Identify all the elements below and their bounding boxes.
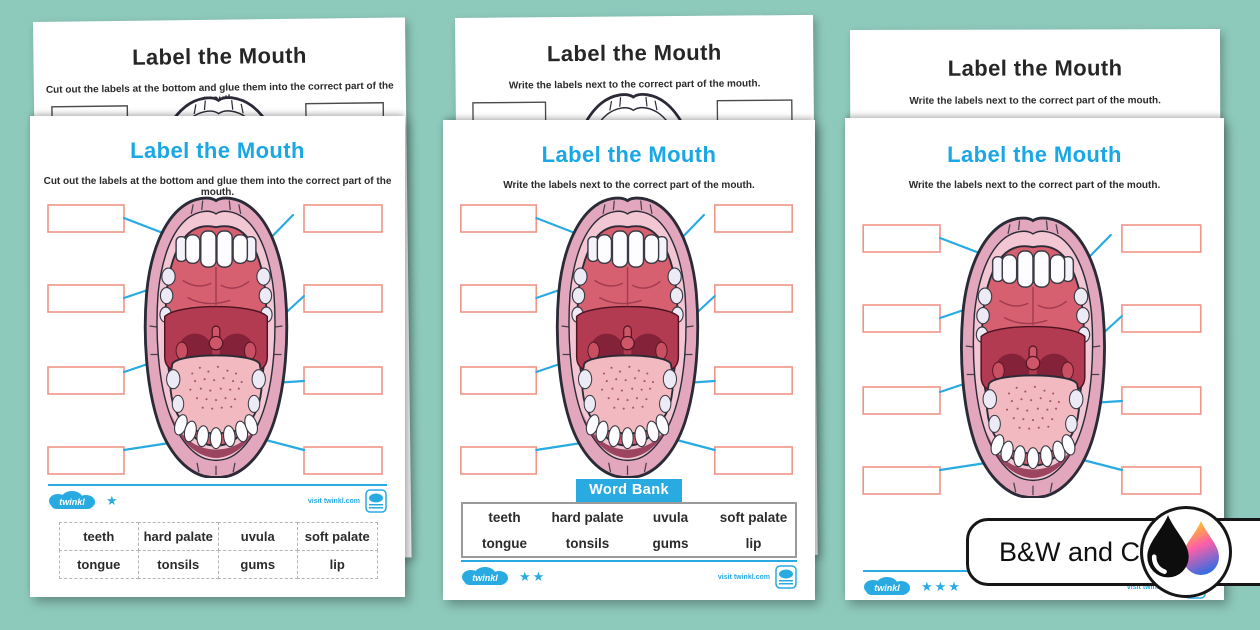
- ink-drop-icon: [1147, 515, 1219, 578]
- cut-out-label: teeth: [58, 521, 139, 551]
- twinkl-logo: twinkl: [864, 577, 910, 595]
- visit-link-text: visit twinkl.com: [307, 497, 360, 505]
- cut-out-label: hard palate: [138, 521, 219, 551]
- cut-out-label: uvula: [217, 521, 298, 551]
- word-bank-word: tonsils: [565, 535, 610, 551]
- page-instruction: Write the labels next to the correct par…: [909, 95, 1161, 107]
- word-bank-word: gums: [652, 535, 689, 551]
- word-bank-box: teeth hard palate uvula soft palate tong…: [461, 502, 797, 558]
- visit-link-text: visit twinkl.com: [1126, 583, 1179, 591]
- twinkl-quality-badge-icon: [365, 489, 387, 513]
- word-bank-word: uvula: [652, 509, 689, 525]
- worksheet-1-front-page: Label the Mouth Cut out the labels at th…: [30, 116, 405, 597]
- page-title: Label the Mouth: [131, 42, 307, 70]
- ink-drop-circle: [1140, 506, 1232, 598]
- difficulty-stars: ★★★: [921, 579, 962, 594]
- page-title: Label the Mouth: [947, 142, 1122, 167]
- twinkl-logo-text: twinkl: [472, 573, 498, 583]
- word-bank-header: Word Bank: [576, 479, 682, 502]
- word-bank-word: tongue: [482, 535, 527, 551]
- mouth-diagram-color: [443, 191, 815, 478]
- page-title: Label the Mouth: [541, 142, 717, 167]
- cut-out-label: tongue: [58, 549, 139, 579]
- difficulty-stars: ★★: [519, 569, 547, 584]
- page-footer: twinkl ★ visit twinkl.com: [48, 489, 387, 513]
- visit-link-text: visit twinkl.com: [717, 573, 770, 581]
- mouth-diagram-color: [30, 191, 405, 478]
- cut-out-labels-grid: teeth hard palate uvula soft palate tong…: [58, 521, 378, 579]
- page-title: Label the Mouth: [546, 39, 722, 67]
- worksheet-2-front-page: Label the Mouth Write the labels next to…: [443, 120, 815, 600]
- footer-divider: [461, 560, 797, 562]
- page-footer: twinkl ★★★ visit twinkl.com: [863, 575, 1206, 599]
- cut-out-label: soft palate: [297, 521, 378, 551]
- twinkl-logo-text: twinkl: [874, 583, 900, 593]
- twinkl-quality-badge-icon: [775, 565, 797, 589]
- twinkl-logo-text: twinkl: [59, 497, 85, 507]
- page-title: Label the Mouth: [947, 55, 1123, 81]
- page-title: Label the Mouth: [130, 138, 305, 163]
- twinkl-logo: twinkl: [49, 491, 95, 509]
- page-instruction: Write the labels next to the correct par…: [503, 180, 755, 191]
- word-bank-word: teeth: [488, 509, 521, 525]
- cut-out-label: lip: [297, 549, 378, 579]
- page-instruction: Write the labels next to the correct par…: [908, 180, 1161, 191]
- difficulty-stars: ★: [106, 493, 120, 508]
- word-bank-word: hard palate: [551, 509, 624, 525]
- mouth-diagram-color: [845, 211, 1224, 498]
- twinkl-logo: twinkl: [462, 567, 508, 585]
- word-bank-word: lip: [745, 535, 762, 551]
- word-bank-word: soft palate: [719, 509, 788, 525]
- page-instruction: Cut out the labels at the bottom and glu…: [43, 176, 392, 198]
- cut-out-label: tonsils: [138, 549, 219, 579]
- footer-divider: [48, 484, 387, 486]
- cut-out-label: gums: [217, 549, 298, 579]
- page-footer: twinkl ★★ visit twinkl.com: [461, 565, 797, 589]
